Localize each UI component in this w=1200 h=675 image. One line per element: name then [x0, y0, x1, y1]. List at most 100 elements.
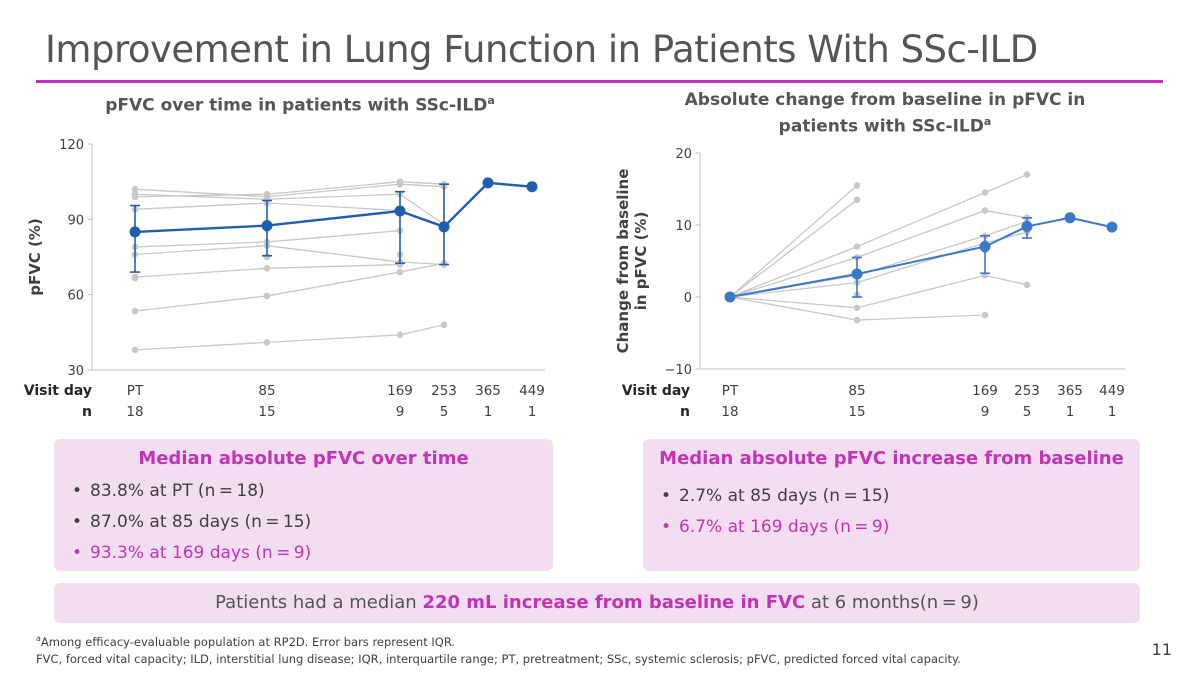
patient-line: [134, 262, 445, 312]
n-row-label: n: [680, 404, 690, 420]
left-summary-title: Median absolute pFVC over time: [138, 448, 469, 469]
footnote-1-text: Among efficacy-evaluable population at R…: [40, 634, 456, 649]
patient-line: [729, 184, 858, 298]
y-tick-label: 0: [684, 291, 692, 306]
patient-point: [1023, 171, 1031, 178]
left-summary-box: Median absolute pFVC over time • 83.8% at…: [54, 439, 553, 571]
bullet-icon: •: [661, 486, 672, 506]
right-summary-box: Median absolute pFVC increase from basel…: [643, 439, 1140, 571]
x-tick-label: 169: [387, 383, 413, 399]
patient-line: [729, 174, 1028, 298]
median-point: [1021, 220, 1033, 232]
x-tick-label: 85: [848, 383, 865, 399]
patient-point: [131, 275, 139, 282]
x-tick-label: PT: [722, 383, 739, 399]
patient-line: [134, 183, 445, 198]
x-row-label: Visit day: [622, 383, 690, 399]
bullet-icon: •: [72, 481, 83, 501]
right-summary-list: • 2.7% at 85 days (n = 15) • 6.7% at 169 d…: [661, 481, 889, 543]
x-tick-label: 85: [258, 383, 275, 399]
median-point: [129, 226, 141, 238]
x-row-label: Visit day: [24, 383, 92, 399]
patient-line: [729, 274, 1028, 309]
bullet-text: 83.8% at PT (n = 18): [90, 481, 265, 501]
y-tick-label: −10: [665, 363, 692, 378]
patient-point: [396, 180, 404, 188]
bullet-icon: •: [72, 512, 83, 532]
patient-point: [853, 316, 861, 324]
n-value-label: 18: [721, 404, 738, 420]
list-item: • 93.3% at 169 days (n = 9): [72, 538, 311, 569]
y-axis-label-line: in pFVC (%): [632, 212, 650, 311]
patient-point: [263, 339, 271, 346]
x-tick-label: 449: [1099, 383, 1125, 399]
patient-line: [729, 220, 1028, 298]
change-chart: −10 0 10 20 Change from baselinein pFVC (%) V…: [614, 147, 1125, 420]
median-point: [1064, 212, 1076, 224]
y-axis-label-line: Change from baseline: [614, 169, 632, 354]
n-value-label: 1: [1108, 404, 1117, 420]
list-item: • 2.7% at 85 days (n = 15): [661, 481, 889, 512]
patient-point: [981, 207, 989, 214]
n-value-label: 5: [440, 404, 449, 420]
median-point: [724, 291, 736, 303]
slide-title: Improvement in Lung Function in Patients…: [45, 28, 1038, 71]
n-value-label: 5: [1023, 404, 1032, 420]
median-line: [729, 216, 1113, 298]
right-summary-title: Median absolute pFVC increase from basel…: [659, 448, 1124, 469]
median-point: [261, 220, 273, 232]
y-tick-label: 60: [67, 289, 84, 304]
patient-point: [853, 182, 861, 189]
bullet-text: 2.7% at 85 days (n = 15): [679, 486, 890, 506]
y-tick-label: 120: [59, 138, 84, 153]
n-value-label: 1: [1066, 404, 1075, 420]
left-chart-title-text: pFVC over time in patients with SSc-ILD: [105, 95, 488, 116]
n-value-label: 9: [981, 404, 990, 420]
x-tick-label: 365: [1057, 383, 1083, 399]
patient-point: [396, 331, 404, 339]
y-tick-label: 10: [675, 219, 692, 234]
patient-point: [981, 311, 989, 319]
patient-point: [440, 321, 448, 329]
x-tick-label: 365: [475, 383, 501, 399]
y-axis-label: Change from baselinein pFVC (%): [614, 169, 650, 354]
n-value-label: 1: [484, 404, 493, 420]
patient-point: [853, 243, 861, 250]
patient-point: [1023, 281, 1031, 289]
bullet-text: 93.3% at 169 days (n = 9): [90, 543, 312, 563]
x-tick-label: 449: [519, 383, 545, 399]
median-point: [394, 205, 406, 217]
x-tick-label: 253: [1014, 383, 1040, 399]
fvc-statement-box: Patients had a median 220 mL increase fr…: [54, 583, 1140, 623]
n-row-label: n: [82, 404, 92, 420]
patient-point: [263, 292, 271, 300]
patient-line: [729, 209, 1028, 298]
bullet-text: 6.7% at 169 days (n = 9): [679, 517, 890, 537]
patient-point: [131, 346, 139, 354]
median-point: [482, 177, 494, 189]
page-number: 11: [1151, 640, 1172, 659]
median-point: [851, 268, 863, 280]
left-summary-list: • 83.8% at PT (n = 18) • 87.0% at 85 days …: [72, 476, 311, 569]
right-chart-title-sup: a: [983, 115, 992, 128]
patient-point: [131, 307, 139, 315]
footnote-2: FVC, forced vital capacity; ILD, interst…: [36, 652, 961, 666]
n-value-label: 15: [848, 404, 865, 420]
x-tick-label: PT: [127, 383, 144, 399]
patient-line: [134, 245, 445, 266]
bullet-icon: •: [72, 543, 83, 563]
median-point: [438, 221, 450, 233]
patient-point: [981, 189, 989, 196]
statement-suffix: at 6 months(n = 9): [805, 592, 979, 613]
right-chart-title-text: Absolute change from baseline in pFVC in…: [684, 90, 1086, 137]
footnote-1: aAmong efficacy-evaluable population at …: [36, 634, 455, 649]
footnote-sup: a: [36, 634, 41, 643]
patient-point: [131, 190, 139, 198]
left-chart-title-sup: a: [487, 94, 495, 107]
y-tick-label: 20: [675, 147, 692, 162]
list-item: • 83.8% at PT (n = 18): [72, 476, 311, 507]
median-point: [526, 181, 538, 193]
right-chart-title: Absolute change from baseline in pFVC in…: [660, 90, 1110, 138]
n-value-label: 9: [396, 404, 405, 420]
